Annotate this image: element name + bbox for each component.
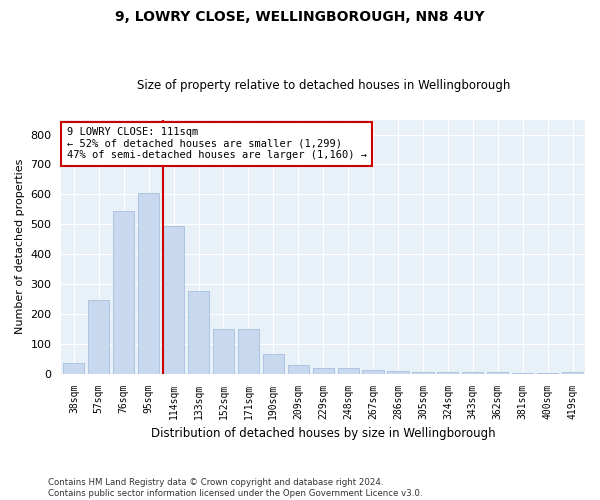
Bar xyxy=(138,193,159,374)
Bar xyxy=(338,368,359,374)
Bar xyxy=(163,226,184,374)
Bar xyxy=(462,372,484,374)
Bar xyxy=(388,372,409,374)
Bar xyxy=(63,363,85,374)
Bar xyxy=(412,372,434,374)
Bar xyxy=(487,372,508,374)
Bar xyxy=(113,210,134,374)
Bar xyxy=(537,373,558,374)
Bar xyxy=(213,330,234,374)
Bar xyxy=(437,372,458,374)
Bar xyxy=(362,370,383,374)
Bar xyxy=(88,300,109,374)
Title: Size of property relative to detached houses in Wellingborough: Size of property relative to detached ho… xyxy=(137,79,510,92)
Text: Contains HM Land Registry data © Crown copyright and database right 2024.
Contai: Contains HM Land Registry data © Crown c… xyxy=(48,478,422,498)
Bar xyxy=(263,354,284,374)
Bar xyxy=(562,372,583,374)
Bar xyxy=(287,364,309,374)
Text: 9 LOWRY CLOSE: 111sqm
← 52% of detached houses are smaller (1,299)
47% of semi-d: 9 LOWRY CLOSE: 111sqm ← 52% of detached … xyxy=(67,127,367,160)
Bar xyxy=(188,292,209,374)
Bar xyxy=(238,330,259,374)
Bar xyxy=(313,368,334,374)
Bar xyxy=(512,373,533,374)
X-axis label: Distribution of detached houses by size in Wellingborough: Distribution of detached houses by size … xyxy=(151,427,496,440)
Text: 9, LOWRY CLOSE, WELLINGBOROUGH, NN8 4UY: 9, LOWRY CLOSE, WELLINGBOROUGH, NN8 4UY xyxy=(115,10,485,24)
Y-axis label: Number of detached properties: Number of detached properties xyxy=(15,159,25,334)
